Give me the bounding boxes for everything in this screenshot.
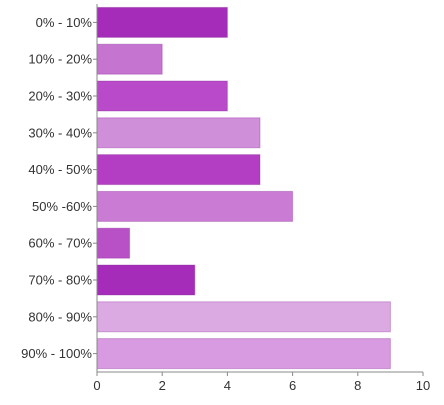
x-tick-label: 2: [159, 378, 166, 393]
bar-4: [96, 154, 261, 186]
category-label: 60% - 70%: [28, 236, 92, 251]
bar-1: [96, 43, 163, 75]
labels-layer: 0% - 10% 10% - 20% 20% - 30% 30% - 40% 40% -…: [21, 15, 430, 393]
category-label: 0% - 10%: [36, 15, 93, 30]
bars-layer: [96, 6, 391, 370]
category-label: 10% - 20%: [28, 52, 92, 67]
bar-6: [96, 227, 131, 259]
x-tick-label: 0: [93, 378, 100, 393]
axis-layer: [93, 4, 424, 376]
category-label: 30% - 40%: [28, 125, 92, 140]
category-label: 80% - 90%: [28, 309, 92, 324]
bar-7: [96, 264, 196, 296]
bar-3: [96, 117, 261, 149]
category-label: 70% - 80%: [28, 273, 92, 288]
category-label: 20% - 30%: [28, 89, 92, 104]
category-label: 50% -60%: [32, 199, 92, 214]
category-label: 90% - 100%: [21, 346, 92, 361]
bar-8: [96, 301, 391, 333]
x-tick-label: 4: [224, 378, 231, 393]
x-tick-label: 6: [289, 378, 296, 393]
bar-0: [96, 6, 228, 38]
x-tick-label: 10: [416, 378, 430, 393]
category-label: 40% - 50%: [28, 162, 92, 177]
x-tick-label: 8: [354, 378, 361, 393]
bar-5: [96, 190, 294, 222]
bar-2: [96, 80, 228, 112]
bar-9: [96, 338, 391, 370]
